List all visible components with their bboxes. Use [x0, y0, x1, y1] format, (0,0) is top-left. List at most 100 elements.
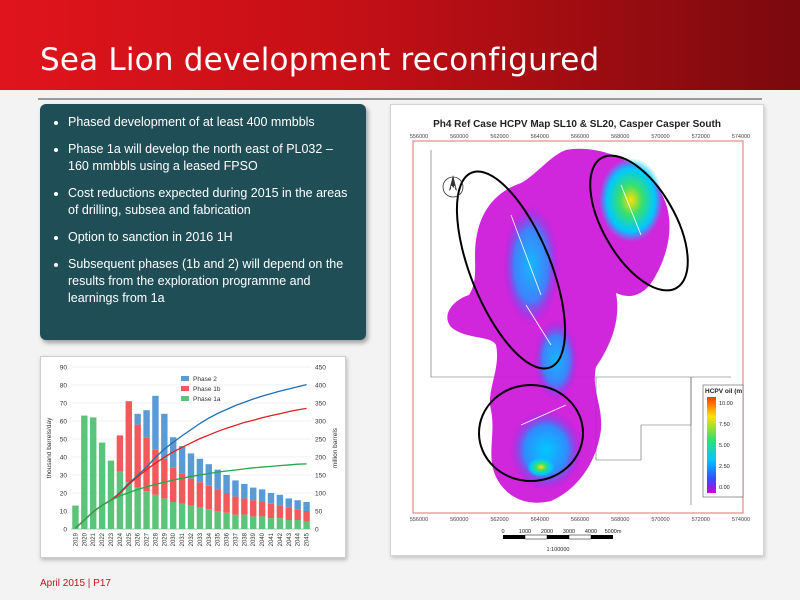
map-x-tick: 570000 [651, 134, 669, 140]
scale-label: 2000 [541, 529, 553, 535]
y-tick-label: 40 [60, 455, 68, 462]
map-x-tick: 568000 [611, 134, 629, 140]
bar-segment [232, 496, 239, 515]
svg-text:N: N [450, 186, 455, 193]
bar-segment [214, 489, 221, 511]
bar-segment [267, 518, 275, 529]
production-chart-svg: 0102030405060708090050100150200250300350… [46, 365, 339, 547]
bullet-item: Phase 1a will develop the north east of … [68, 141, 354, 175]
bar-segment [187, 453, 195, 479]
x-tick-label: 2027 [145, 532, 151, 546]
bar-segment [205, 464, 212, 486]
y-tick-label: 20 [60, 491, 68, 498]
map-x-ticks: 556000 560000 562000 564000 566000 568000 5700… [410, 134, 750, 140]
colour-legend: HCPV oil (m 10.00 7.50 5.00 2.50 0.00 [702, 384, 744, 498]
north-arrow: N [442, 175, 464, 198]
map-x-tick: 556000 [410, 134, 428, 140]
x-tick-label: 2044 [296, 532, 302, 546]
bar-segment [294, 509, 301, 520]
map-x-tick: 566000 [571, 517, 589, 523]
y2-tick-label: 250 [315, 437, 326, 444]
bar-segment [276, 518, 284, 529]
bar-segment [152, 449, 159, 495]
divider [38, 98, 762, 100]
legend-swatch [181, 396, 189, 401]
y-tick-label: 90 [60, 365, 68, 372]
x-tick-label: 2023 [109, 532, 115, 546]
bar-segment [276, 494, 284, 506]
bar-segment [250, 500, 257, 517]
legend-swatch [181, 376, 189, 381]
map-x-ticks-bottom: 556000 560000 562000 564000 566000 568000 5700… [410, 517, 750, 523]
bar-segment [205, 509, 212, 529]
x-tick-label: 2045 [305, 532, 311, 546]
cumulative-line [75, 463, 307, 529]
bar-segment [267, 503, 275, 519]
x-tick-label: 2019 [73, 532, 79, 546]
y2-tick-label: 200 [315, 455, 326, 462]
bar-segment [143, 437, 150, 492]
bar-segment [161, 458, 168, 499]
hotspot [503, 205, 559, 325]
bar-segment [196, 482, 204, 508]
y-axis-label: thousand barrels/day [46, 417, 53, 478]
bar-segment [178, 473, 186, 504]
bullet-item: Subsequent phases (1b and 2) will depend… [68, 256, 354, 307]
x-tick-label: 2033 [198, 532, 204, 546]
y2-tick-label: 450 [315, 365, 326, 372]
y2-tick-label: 150 [315, 473, 326, 480]
y-tick-label: 30 [60, 473, 68, 480]
y2-axis-label: million barrels [332, 427, 339, 468]
x-tick-label: 2039 [251, 532, 257, 546]
y-tick-label: 70 [60, 401, 68, 408]
map-x-tick: 564000 [531, 517, 549, 523]
bar-segment [178, 446, 186, 474]
y-tick-label: 10 [60, 509, 68, 516]
bar-segment [303, 502, 310, 511]
scale-label: 0 [501, 529, 504, 535]
bar-segment [258, 516, 266, 529]
x-tick-label: 2030 [171, 532, 177, 546]
map-x-tick: 574000 [732, 517, 750, 523]
legend-tick: 10.00 [719, 401, 733, 407]
bar-segment [214, 469, 221, 490]
bar-segment [214, 511, 221, 529]
bar-segment [134, 487, 141, 529]
title-bar [0, 0, 800, 90]
x-tick-label: 2028 [153, 532, 159, 546]
map-x-tick: 556000 [410, 517, 428, 523]
x-tick-label: 2041 [269, 532, 275, 546]
bar-segment [258, 489, 266, 502]
y2-tick-label: 0 [315, 527, 319, 534]
bar-segment [196, 458, 204, 483]
legend-tick: 5.00 [719, 443, 730, 449]
footer-date: April 2015 | P17 [40, 578, 111, 589]
legend-tick: 0.00 [719, 485, 730, 491]
y-tick-label: 60 [60, 419, 68, 426]
legend-label: Phase 2 [193, 376, 217, 383]
bar-segment [170, 467, 177, 502]
bar-segment [223, 493, 230, 513]
y2-tick-label: 400 [315, 383, 326, 390]
legend-swatch [181, 386, 189, 391]
bar-segment [303, 521, 310, 529]
map-title: Ph4 Ref Case HCPV Map SL10 & SL20, Caspe… [433, 119, 721, 130]
bullet-item: Cost reductions expected during 2015 in … [68, 185, 354, 219]
bar-segment [187, 505, 195, 529]
scale-label: 3000 [563, 529, 575, 535]
bar-segment [152, 494, 159, 529]
x-tick-label: 2034 [207, 532, 213, 546]
x-tick-label: 2042 [278, 532, 284, 546]
legend-tick: 2.50 [719, 464, 730, 470]
x-tick-label: 2043 [287, 532, 293, 546]
bar-segment [107, 460, 115, 529]
hotspot [527, 457, 555, 477]
x-tick-label: 2037 [233, 532, 239, 546]
bar-segment [187, 478, 195, 506]
cumulative-line [75, 407, 307, 529]
y-tick-label: 0 [63, 527, 67, 534]
bar-segment [241, 484, 248, 499]
bar-segment [90, 417, 97, 529]
bar-segment [241, 514, 248, 529]
bullet-item: Phased development of at least 400 mmbbl… [68, 114, 354, 131]
